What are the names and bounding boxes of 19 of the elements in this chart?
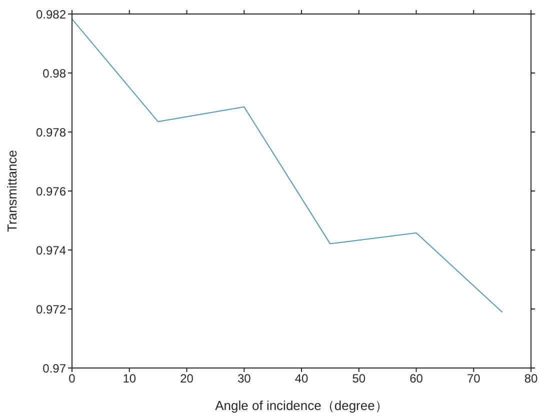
y-tick-label: 0.98 — [42, 66, 66, 80]
y-tick-label: 0.978 — [36, 125, 66, 140]
y-tick-label: 0.972 — [36, 302, 66, 316]
x-tick-label: 70 — [466, 372, 481, 386]
y-axis-title: Transmittance — [4, 150, 20, 232]
x-tick-label: 30 — [237, 372, 252, 386]
y-tick-label: 0.97 — [42, 361, 66, 376]
x-tick-label: 40 — [294, 372, 308, 386]
y-tick-label: 0.974 — [36, 243, 66, 258]
x-tick-label: 0 — [68, 372, 76, 386]
x-axis-title: Angle of incidence（degree） — [215, 398, 388, 413]
x-tick-label: 10 — [122, 372, 136, 386]
x-tick-label: 20 — [180, 372, 194, 386]
x-tick-label: 60 — [410, 372, 424, 386]
line-series — [72, 18, 503, 313]
y-tick-label: 0.976 — [36, 184, 66, 198]
y-tick-label: 0.982 — [36, 7, 66, 22]
x-tick-label: 80 — [524, 372, 538, 386]
x-tick-label: 50 — [352, 372, 366, 386]
